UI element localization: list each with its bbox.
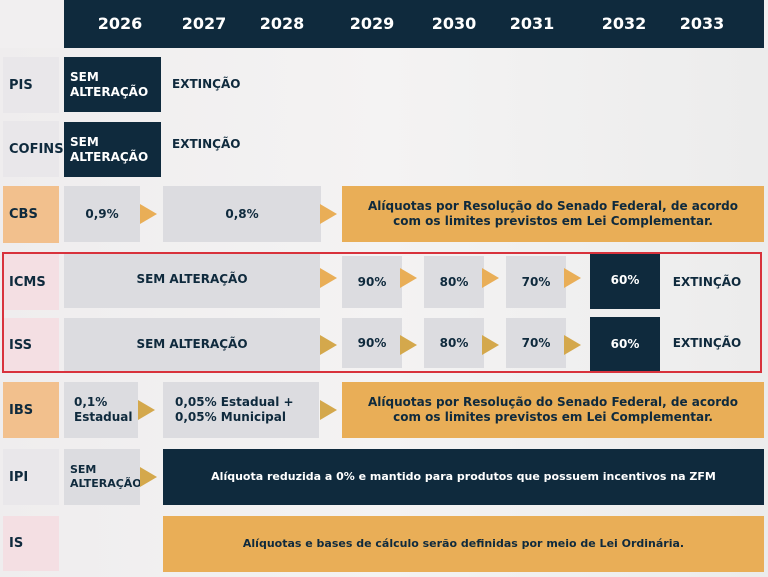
arrow-icon bbox=[482, 335, 499, 355]
icms-2033: EXTINÇÃO bbox=[672, 274, 742, 289]
icms-2029: 90% bbox=[342, 256, 402, 308]
cbs-rest: Alíquotas por Resolução do Senado Federa… bbox=[342, 186, 764, 242]
year-header bbox=[64, 0, 764, 48]
row-label-is: IS bbox=[3, 516, 59, 571]
ibs-2027: 0,05% Estadual + 0,05% Municipal bbox=[163, 382, 319, 438]
arrow-icon bbox=[564, 335, 581, 355]
pis-2027: EXTINÇÃO bbox=[172, 77, 241, 91]
year-2032: 2032 bbox=[601, 14, 647, 33]
ibs-2026: 0,1% Estadual bbox=[64, 382, 138, 438]
iss-2031: 70% bbox=[506, 318, 566, 368]
row-label-iss: ISS bbox=[3, 318, 59, 373]
cbs-2026: 0,9% bbox=[64, 186, 140, 242]
cofins-2027: EXTINÇÃO bbox=[172, 137, 241, 151]
row-label-cbs: CBS bbox=[3, 186, 59, 243]
arrow-icon bbox=[320, 335, 337, 355]
row-label-ibs: IBS bbox=[3, 382, 59, 438]
icms-2031: 70% bbox=[506, 256, 566, 308]
arrow-icon bbox=[320, 400, 337, 420]
arrow-icon bbox=[320, 268, 337, 288]
icms-2030: 80% bbox=[424, 256, 484, 308]
iss-2030: 80% bbox=[424, 318, 484, 368]
arrow-icon bbox=[564, 268, 581, 288]
iss-2029: 90% bbox=[342, 318, 402, 368]
year-2030: 2030 bbox=[431, 14, 477, 33]
is-rest: Alíquotas e bases de cálculo serão defin… bbox=[163, 516, 764, 572]
arrow-icon bbox=[400, 268, 417, 288]
year-2033: 2033 bbox=[679, 14, 725, 33]
iss-2032: 60% bbox=[590, 317, 660, 371]
highlight-frame bbox=[2, 252, 762, 373]
year-2026: 2026 bbox=[97, 14, 143, 33]
row-label-ipi: IPI bbox=[3, 449, 59, 505]
row-label-cofins: COFINS bbox=[3, 121, 64, 177]
year-2029: 2029 bbox=[349, 14, 395, 33]
ibs-rest: Alíquotas por Resolução do Senado Federa… bbox=[342, 382, 764, 438]
arrow-icon bbox=[138, 400, 155, 420]
arrow-icon bbox=[482, 268, 499, 288]
arrow-icon bbox=[400, 335, 417, 355]
row-label-pis: PIS bbox=[3, 57, 59, 113]
arrow-icon bbox=[140, 204, 157, 224]
ipi-rest: Alíquota reduzida a 0% e mantido para pr… bbox=[163, 449, 764, 505]
cbs-2027: 0,8% bbox=[163, 186, 321, 242]
icms-2032: 60% bbox=[590, 252, 660, 309]
iss-base: SEM ALTERAÇÃO bbox=[64, 318, 320, 371]
arrow-icon bbox=[140, 467, 157, 487]
year-2028: 2028 bbox=[259, 14, 305, 33]
icms-base: SEM ALTERAÇÃO bbox=[64, 254, 320, 308]
arrow-icon bbox=[320, 204, 337, 224]
row-label-icms: ICMS bbox=[3, 254, 59, 310]
year-2031: 2031 bbox=[509, 14, 555, 33]
pis-2026: SEM ALTERAÇÃO bbox=[64, 57, 161, 112]
iss-2033: EXTINÇÃO bbox=[672, 335, 742, 350]
ipi-2026: SEM ALTERAÇÃO bbox=[64, 449, 142, 505]
cofins-2026: SEM ALTERAÇÃO bbox=[64, 122, 161, 177]
year-2027: 2027 bbox=[181, 14, 227, 33]
